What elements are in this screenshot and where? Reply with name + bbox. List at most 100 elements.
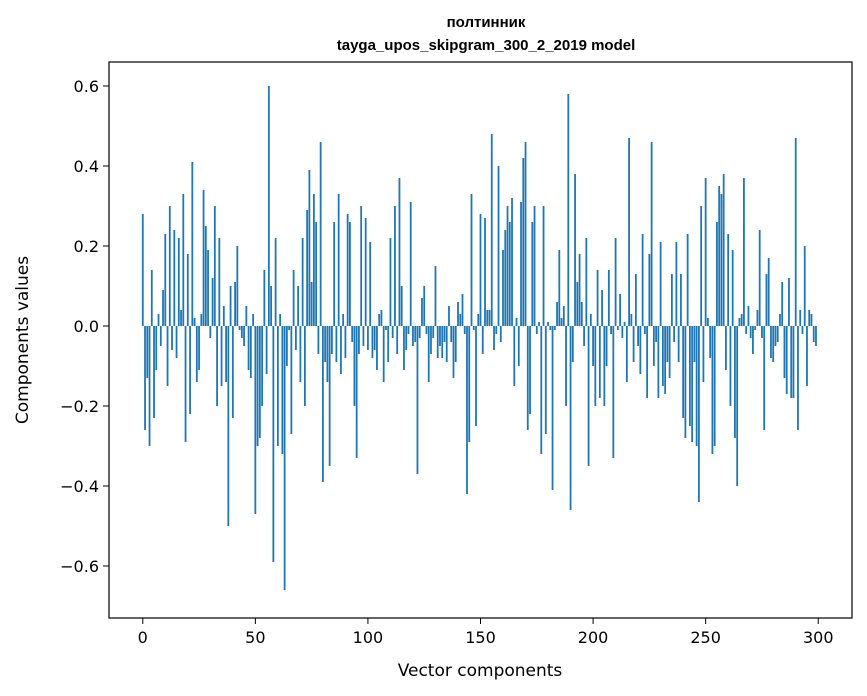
bar — [218, 238, 221, 326]
bar — [310, 282, 313, 326]
bar — [594, 326, 597, 406]
bar — [761, 326, 763, 338]
bar — [436, 326, 439, 358]
bar — [607, 270, 610, 326]
bar — [317, 326, 320, 354]
bar — [772, 326, 775, 362]
bar — [799, 310, 802, 326]
bar — [623, 322, 626, 326]
bar — [736, 326, 739, 486]
bar — [141, 214, 144, 326]
bar — [621, 326, 624, 338]
bar — [481, 326, 484, 354]
bar — [783, 326, 786, 378]
bar — [148, 326, 151, 446]
bar — [718, 186, 721, 326]
bar — [463, 326, 466, 334]
bar — [592, 326, 594, 366]
bar — [477, 314, 480, 326]
bar — [738, 318, 741, 326]
bar — [319, 142, 322, 326]
bar — [556, 302, 558, 326]
bar — [171, 326, 173, 350]
bar — [164, 234, 167, 326]
bar — [650, 142, 653, 326]
bar — [213, 206, 216, 326]
bar — [522, 158, 525, 326]
bar — [423, 286, 426, 326]
bar — [603, 326, 606, 406]
bar — [808, 310, 811, 326]
bar — [691, 326, 694, 442]
bar — [781, 282, 784, 326]
bar — [204, 226, 207, 326]
bar — [587, 326, 590, 466]
bar — [659, 242, 662, 326]
bar — [716, 222, 718, 326]
bar — [303, 326, 306, 406]
bar — [376, 326, 378, 370]
bar — [797, 326, 799, 430]
bar — [634, 274, 637, 326]
bar — [216, 326, 218, 406]
bar — [790, 326, 793, 398]
bar — [605, 326, 608, 366]
bar — [234, 282, 236, 326]
bar — [806, 326, 808, 386]
bar — [443, 326, 446, 342]
plot-frame — [108, 61, 853, 619]
bar — [346, 214, 349, 326]
bar — [425, 326, 428, 334]
bar — [407, 326, 410, 334]
bar — [493, 326, 495, 350]
bar — [535, 326, 538, 334]
bar — [504, 230, 507, 326]
bar — [722, 174, 725, 326]
bar — [571, 326, 574, 362]
y-tick-label: −0.6 — [60, 557, 99, 576]
bar — [484, 218, 486, 326]
bars-group — [141, 86, 817, 590]
bar — [652, 326, 655, 366]
bar — [679, 274, 682, 326]
bar — [162, 290, 164, 326]
bar — [198, 326, 200, 370]
bar — [371, 326, 374, 358]
bar — [385, 326, 387, 330]
bar — [189, 326, 191, 414]
y-tick-label: −0.4 — [60, 477, 99, 496]
bar — [639, 326, 642, 374]
bar — [265, 326, 268, 374]
bar — [560, 318, 563, 326]
bar — [470, 194, 473, 326]
bar — [202, 190, 205, 326]
bar — [175, 326, 178, 358]
bar — [709, 326, 712, 358]
bar — [612, 326, 615, 458]
bar — [454, 326, 457, 362]
bar — [727, 234, 730, 326]
bar — [630, 314, 633, 326]
bar — [155, 326, 158, 370]
bar — [700, 206, 703, 326]
bar — [661, 326, 664, 386]
bar — [682, 326, 685, 418]
bar — [220, 326, 223, 386]
bar — [240, 326, 243, 338]
bar — [625, 326, 628, 382]
bar — [261, 326, 264, 406]
bar — [583, 326, 585, 346]
bar — [328, 326, 331, 466]
bar — [434, 266, 437, 326]
bar — [526, 326, 529, 430]
bar — [182, 194, 185, 326]
bar — [400, 286, 403, 326]
bar — [315, 222, 318, 326]
bar — [542, 206, 545, 326]
bar — [785, 326, 788, 394]
bar — [815, 326, 817, 346]
bar — [177, 238, 180, 326]
x-tick-label: 300 — [803, 628, 834, 647]
bar — [430, 326, 432, 354]
